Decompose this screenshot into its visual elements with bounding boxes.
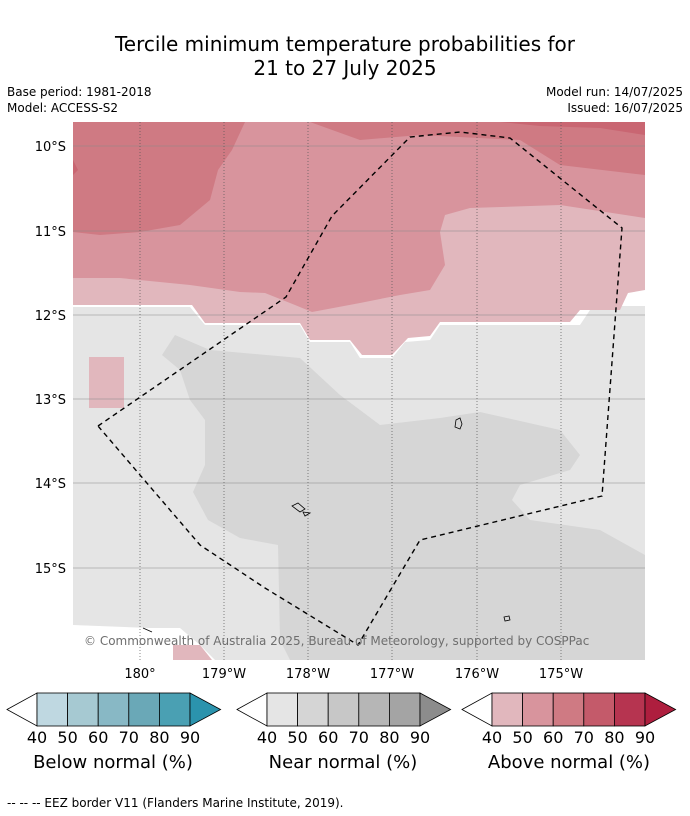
colorbar-below-segment (67, 692, 99, 727)
colorbar-below-tick: 70 (119, 728, 139, 747)
lon-label-0: 180° (124, 667, 155, 682)
colorbar-near-tick: 90 (410, 728, 430, 747)
colorbar-above-segment (522, 692, 554, 727)
colorbar-above: 40 50 60 70 80 90 (461, 692, 677, 747)
title-line-1: Tercile minimum temperature probabilitie… (114, 32, 576, 56)
lon-label-2: 178°W (286, 667, 330, 682)
colorbar-near: 40 50 60 70 80 90 (236, 692, 452, 747)
above-normal-60-region (73, 122, 645, 235)
colorbar-near-tick: 50 (287, 728, 307, 747)
island-1 (454, 417, 463, 430)
above-normal-40-south (173, 645, 212, 660)
lon-labels: 180° 179°W 178°W 177°W 176°W 175°W (124, 667, 583, 682)
legend-label-below: Below normal (%) (33, 752, 193, 773)
colorbar-near-segment (266, 692, 299, 727)
colorbar-above-tick: 80 (604, 728, 624, 747)
colorbar-below: 40 50 60 70 80 90 (6, 692, 222, 747)
lat-label-1: 11°S (35, 225, 66, 240)
colorbar-near-tick: 80 (379, 728, 399, 747)
colorbar-below-segment (189, 692, 222, 727)
model-name: Model: ACCESS-S2 (7, 101, 119, 115)
map-fill-layers (73, 122, 645, 660)
colorbar-above-tick: 90 (635, 728, 655, 747)
base-period: Base period: 1981-2018 (7, 85, 152, 99)
colorbar-above-tick: 40 (482, 728, 502, 747)
colorbar-below-tick: 40 (27, 728, 47, 747)
lat-label-3: 13°S (35, 393, 66, 408)
lon-label-3: 177°W (370, 667, 414, 682)
eez-border (96, 131, 623, 646)
colorbar-above-segment (644, 692, 677, 727)
colorbar-above-segment (583, 692, 615, 727)
colorbar-below-tick: 60 (88, 728, 108, 747)
colorbar-above-segment (491, 692, 524, 727)
island-3 (302, 511, 312, 517)
colorbar-near-segment (327, 692, 360, 727)
grid-lines (73, 122, 645, 660)
colorbar-above-segment (552, 692, 585, 727)
island-4 (503, 615, 511, 622)
colorbar-below-tick: 80 (149, 728, 169, 747)
colorbar-near-tick: 70 (349, 728, 369, 747)
above-normal-40-blob (89, 357, 124, 408)
footer-note: -- -- -- EEZ border V11 (Flanders Marine… (7, 796, 344, 810)
colorbar-near-segment (358, 692, 390, 727)
colorbar-below-tick: 90 (180, 728, 200, 747)
colorbars: 40 50 60 70 80 90 40 50 60 70 80 90 40 50 60 70 80 90 (6, 692, 677, 747)
title-line-2: 21 to 27 July 2025 (253, 56, 437, 80)
island-5 (142, 627, 153, 633)
islands (142, 417, 511, 633)
colorbar-near-tick: 60 (318, 728, 338, 747)
colorbar-below-min-arrow (6, 692, 38, 727)
colorbar-above-tick: 60 (543, 728, 563, 747)
lat-label-0: 10°S (35, 140, 66, 155)
colorbar-near-segment (419, 692, 452, 727)
colorbar-below-segment (36, 692, 69, 727)
colorbar-above-segment (614, 692, 646, 727)
lat-label-4: 14°S (35, 477, 66, 492)
lat-label-2: 12°S (35, 309, 66, 324)
above-normal-70-region (73, 122, 645, 175)
colorbar-above-min-arrow (461, 692, 493, 727)
lon-label-4: 176°W (455, 667, 499, 682)
model-run: Model run: 14/07/2025 (545, 85, 683, 99)
colorbar-near-tick: 40 (257, 728, 277, 747)
lat-labels: 10°S 11°S 12°S 13°S 14°S 15°S (35, 140, 66, 577)
colorbar-below-segment (128, 692, 160, 727)
colorbar-above-tick: 50 (512, 728, 532, 747)
lon-label-1: 179°W (202, 667, 246, 682)
colorbar-near-min-arrow (236, 692, 268, 727)
lon-label-5: 175°W (539, 667, 583, 682)
island-2 (291, 502, 306, 513)
colorbar-below-segment (158, 692, 191, 727)
legend-label-above: Above normal (%) (487, 752, 651, 773)
copyright-notice: © Commonwealth of Australia 2025, Bureau… (84, 634, 589, 648)
colorbar-below-tick: 50 (57, 728, 77, 747)
colorbar-above-tick: 70 (574, 728, 594, 747)
near-normal-50-region (162, 335, 645, 660)
issued-date: Issued: 16/07/2025 (567, 101, 683, 115)
colorbar-below-segment (97, 692, 130, 727)
colorbar-near-segment (297, 692, 329, 727)
legend-label-near: Near normal (%) (268, 752, 418, 773)
lat-label-5: 15°S (35, 562, 66, 577)
colorbar-near-segment (388, 692, 421, 727)
